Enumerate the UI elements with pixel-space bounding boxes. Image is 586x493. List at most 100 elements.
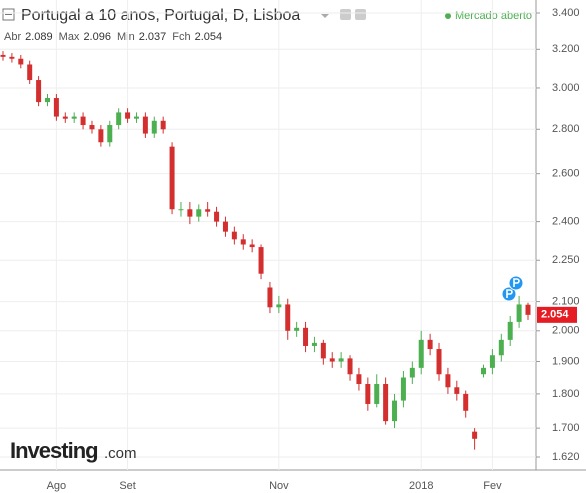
candle-body	[107, 125, 113, 143]
candle-body	[187, 209, 193, 217]
candle-body	[400, 377, 406, 401]
collapse-icon[interactable]	[2, 8, 15, 21]
candle-body	[427, 339, 433, 350]
candle-body	[481, 367, 487, 375]
status-dot	[445, 13, 451, 19]
candle-body	[249, 244, 255, 248]
watermark: Investing	[10, 438, 98, 463]
candle-body	[454, 387, 460, 394]
candle-body	[489, 355, 495, 368]
candle-body	[258, 247, 264, 274]
candle-body	[125, 112, 131, 119]
y-tick-label: 1.700	[552, 422, 580, 434]
candle-body	[169, 146, 175, 210]
candle-body	[436, 349, 442, 375]
candle-body	[205, 209, 211, 212]
candle-body	[98, 129, 104, 143]
candle-body	[9, 56, 15, 59]
watermark-suffix: .com	[104, 445, 137, 462]
candle-body	[231, 231, 237, 240]
y-tick-label: 2.800	[552, 123, 580, 135]
candle-body	[62, 116, 68, 119]
x-tick-label: 2018	[409, 480, 433, 492]
candle-body	[303, 327, 309, 346]
x-tick-label: Fev	[483, 480, 502, 492]
candle-body	[27, 64, 33, 81]
candle-body	[392, 400, 398, 422]
y-tick-label: 1.900	[552, 355, 580, 367]
y-tick-label: 3.200	[552, 43, 580, 55]
candle-body	[196, 209, 202, 217]
ohlc-value: 2.054	[195, 31, 223, 43]
y-tick-label: 1.800	[552, 388, 580, 400]
candle-body	[472, 431, 478, 439]
candle-body	[214, 211, 220, 222]
candle-body	[178, 209, 184, 211]
candle-body	[285, 304, 291, 331]
y-tick-label: 2.100	[552, 295, 580, 307]
candle-body	[240, 239, 246, 245]
candle-body	[142, 116, 148, 134]
candle-body	[418, 339, 424, 368]
x-tick-label: Ago	[47, 480, 67, 492]
candle-body	[71, 116, 77, 119]
candle-body	[356, 374, 362, 384]
event-marker[interactable]	[508, 275, 524, 291]
x-tick-label: Set	[119, 480, 136, 492]
candle-body	[383, 383, 389, 422]
candle-body	[525, 304, 531, 315]
candle-body	[329, 358, 335, 362]
y-tick-label: 3.400	[552, 7, 580, 19]
y-tick-label: 3.000	[552, 82, 580, 94]
candle-body	[409, 367, 415, 378]
candle-body	[463, 393, 469, 411]
candle-body	[338, 358, 344, 362]
candle-body	[267, 287, 273, 308]
event-marker-glyph	[513, 278, 520, 287]
candle-body	[320, 342, 326, 359]
candle-body	[18, 58, 24, 65]
ohlc-label: Fch	[172, 31, 190, 43]
y-tick-label: 1.620	[552, 451, 580, 463]
y-tick-label: 2.400	[552, 216, 580, 228]
event-marker-glyph	[506, 289, 513, 298]
candle-body	[294, 327, 300, 331]
candle-body	[347, 358, 353, 375]
ohlc-label: Min	[117, 31, 135, 43]
market-status: Mercado aberto	[455, 10, 532, 22]
candle-body	[160, 120, 166, 130]
candle-body	[0, 54, 6, 57]
ohlc-value: 2.096	[83, 31, 111, 43]
y-tick-label: 2.000	[552, 325, 580, 337]
candle-body	[222, 221, 228, 232]
candle-body	[445, 374, 451, 388]
candle-body	[374, 383, 380, 404]
y-tick-label: 2.600	[552, 168, 580, 180]
settings-icon[interactable]	[340, 9, 351, 20]
candle-body	[498, 339, 504, 356]
y-tick-label: 2.250	[552, 254, 580, 266]
candle-body	[276, 304, 282, 308]
ohlc-value: 2.037	[139, 31, 167, 43]
ohlc-label: Abr	[4, 31, 21, 43]
candle-body	[516, 304, 522, 322]
ohlc-label: Max	[59, 31, 80, 43]
candle-body	[507, 321, 513, 340]
dropdown-arrow[interactable]	[321, 14, 329, 18]
last-price-tag	[537, 306, 577, 323]
candle-body	[44, 98, 50, 103]
ohlc-info: Abr 2.089 Max 2.096 Min 2.037 Fch 2.054	[4, 31, 222, 43]
candle-body	[89, 125, 95, 130]
candle-body	[36, 80, 42, 103]
candle-body	[151, 120, 157, 134]
event-marker[interactable]	[501, 286, 517, 302]
chart-title: Portugal a 10 anos, Portugal, D, Lisboa	[21, 7, 300, 24]
candle-body	[311, 342, 317, 346]
settings-icon[interactable]	[355, 9, 366, 20]
candle-body	[365, 383, 371, 404]
ohlc-value: 2.089	[25, 31, 53, 43]
candle-body	[133, 116, 139, 119]
candle-body	[53, 98, 59, 117]
last-price: 2.054	[541, 309, 569, 321]
